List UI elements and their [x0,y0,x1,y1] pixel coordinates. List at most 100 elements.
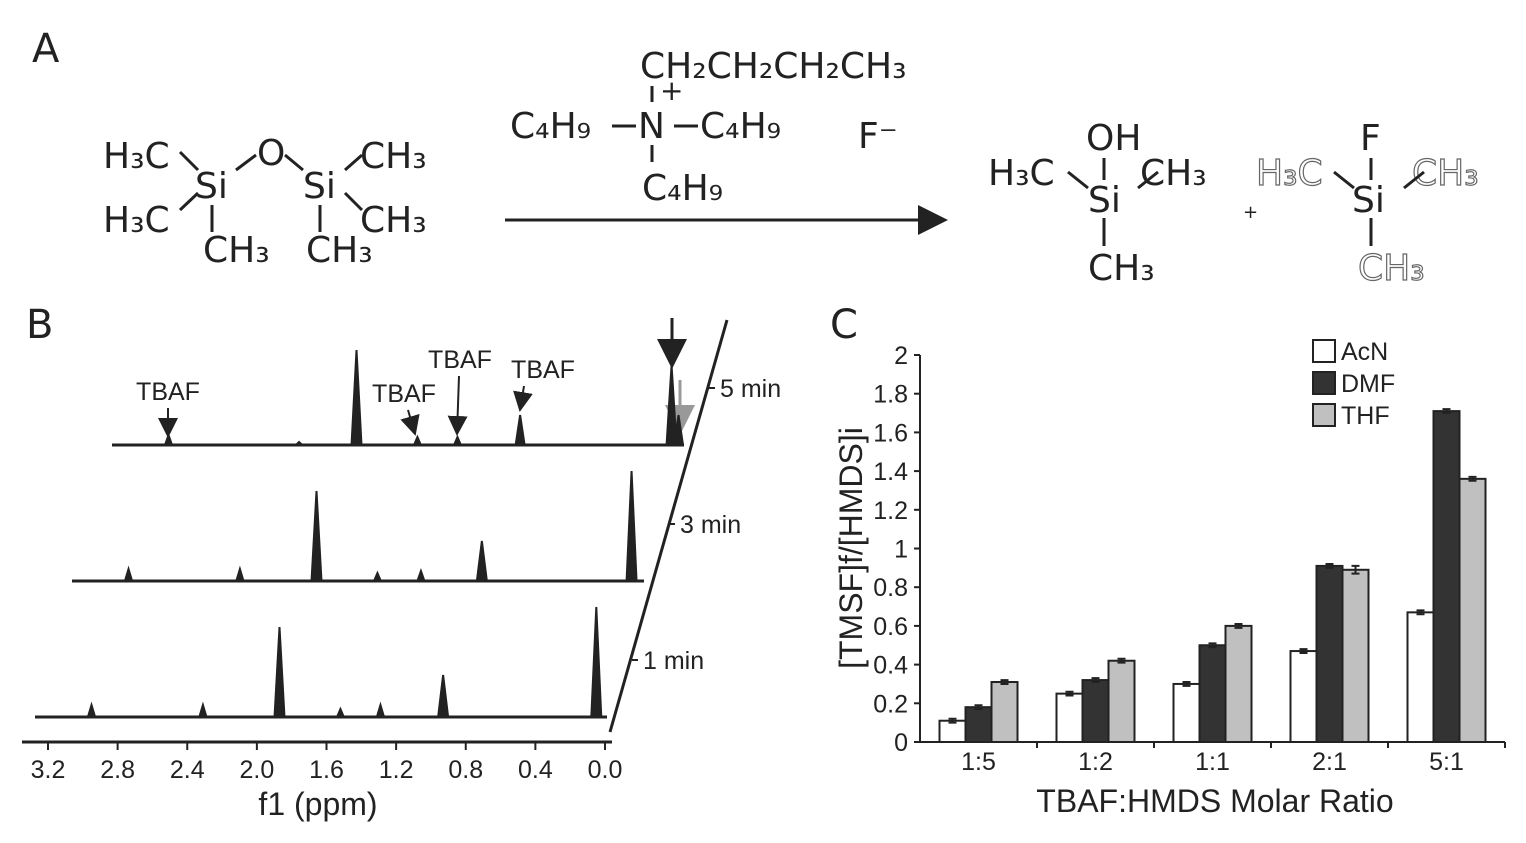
atom: Si [195,166,228,207]
peak [625,470,638,582]
annotation-arrows [158,318,695,438]
bar [1224,624,1253,744]
atom: Si [1088,180,1121,221]
atom: O [257,133,285,174]
atom: H₃C [103,136,170,177]
atom: CH₃ [1358,248,1425,289]
x-tick-label: 0.8 [448,756,483,784]
peak [475,540,488,582]
panel-label: C [830,302,858,348]
peak [295,440,303,446]
tbaf: CH₂CH₂CH₂CH₃ + C₄H₉ N C₄H₉ C₄H₉ F⁻ [510,46,907,209]
atom: H₃C [1256,153,1323,194]
bar [1198,644,1227,743]
error-bar [1000,679,1009,685]
y-tick-label: 2 [894,342,908,370]
error-bar [1351,564,1360,575]
atom: C₄H₉ [700,106,781,147]
peak [514,414,526,446]
legend-label: DMF [1341,370,1395,398]
peak [310,490,323,582]
x-axis-label: f1 (ppm) [258,786,377,822]
peak [123,565,134,582]
peak [590,606,603,718]
atom: CH₃ [1088,248,1155,289]
legend-label: THF [1341,402,1390,430]
annotation: TBAF [372,380,436,408]
peak [453,434,462,446]
error-bar [1416,609,1425,616]
atom: OH [1086,118,1141,159]
bar [1315,564,1344,743]
x-tick-label: 0.4 [518,756,553,784]
legend-label: AcN [1341,338,1388,366]
y-tick-label: 1.6 [873,419,908,447]
x-tick-label: 5:1 [1429,748,1464,776]
atom: CH₃ [360,136,427,177]
bar [938,719,967,744]
bar [964,706,993,743]
x-tick-label: 2:1 [1312,748,1347,776]
peak [665,364,678,446]
peak [336,706,345,718]
peak [235,565,245,582]
peak [86,701,97,718]
bar [1406,611,1435,743]
bar [1458,477,1487,743]
x-tick-label: 1:2 [1078,748,1113,776]
bar [1341,568,1370,743]
error-bar [948,717,957,724]
atom: Si [1352,180,1385,221]
annotation: TBAF [136,378,200,406]
atom: CH₃ [306,230,373,271]
atom: N [638,106,665,147]
peak [198,701,208,718]
atom: F [1360,118,1381,159]
atom: CH₃ [1140,153,1207,194]
time-axis [608,319,729,733]
time-label: 5 min [720,375,781,403]
error-bar [1299,648,1308,654]
peak [273,626,286,718]
x-tick-label: 3.2 [31,756,66,784]
bar [1081,679,1110,744]
y-tick-label: 0.2 [873,690,908,718]
panel-label: B [26,302,53,348]
tmsoh: OH H₃C Si CH₃ CH₃ [988,118,1207,289]
bar [1107,659,1136,743]
x-tick-label: 2.8 [100,756,135,784]
error-bar [1065,690,1074,697]
y-tick-label: 1.4 [873,458,908,486]
peak [350,349,363,446]
error-bar [1117,657,1126,664]
x-tick-label: 1.2 [379,756,414,784]
atom: CH₃ [1412,153,1479,194]
error-bar [1468,475,1477,482]
x-tick-label: 1:5 [961,748,996,776]
peak [673,414,685,446]
time-label: 3 min [680,511,741,539]
x-tick-label: 1:1 [1195,748,1230,776]
y-tick-label: 1.2 [873,497,908,525]
error-bar [1325,562,1334,569]
error-bar [1442,408,1451,415]
y-tick-label: 0.8 [873,574,908,602]
bar [1289,650,1318,743]
peak [413,434,422,446]
legend-swatch [1312,371,1336,395]
annotation: TBAF [511,356,575,384]
atom: CH₃ [203,230,270,271]
legend-swatch [1312,339,1336,363]
error-bar [1234,622,1243,629]
y-tick-label: 0 [894,729,908,757]
charge: + [660,74,683,107]
plus: + [1243,202,1258,223]
y-tick-label: 1.8 [873,381,908,409]
annotation: TBAF [428,346,492,374]
bar [990,681,1019,744]
x-tick-label: 2.0 [239,756,274,784]
error-bar [1182,681,1191,687]
bar [1172,682,1201,744]
peak [416,567,426,582]
